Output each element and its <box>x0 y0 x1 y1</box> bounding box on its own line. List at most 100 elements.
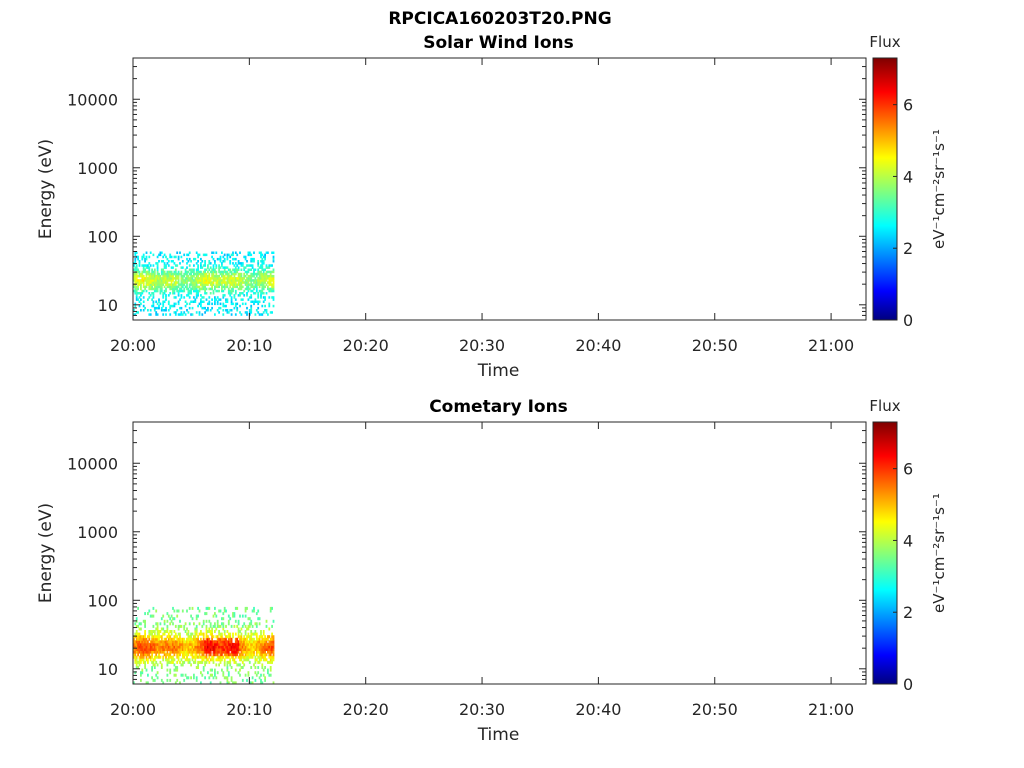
spectrogram-cell <box>180 624 183 628</box>
spectrogram-cell <box>204 279 206 282</box>
spectrogram-cell <box>260 283 262 286</box>
spectrogram-cell <box>173 630 176 633</box>
spectrogram-cell <box>251 642 254 646</box>
spectrogram-cell <box>149 264 152 267</box>
spectrogram-cell <box>135 658 138 662</box>
spectrogram-cell <box>247 653 250 657</box>
spectrogram-cell <box>163 630 166 633</box>
spectrogram-cell <box>179 251 181 254</box>
spectrogram-cell <box>229 294 232 297</box>
spectrogram-cell <box>247 624 250 628</box>
spectrogram-cell <box>156 272 159 276</box>
spectrogram-cell <box>142 637 145 641</box>
spectrogram-cell <box>141 668 144 672</box>
spectrogram-cell <box>208 274 211 278</box>
spectrogram-cell <box>202 645 205 649</box>
spectrogram-cell <box>257 300 260 303</box>
spectrogram-cell <box>155 300 158 303</box>
spectrogram-cell <box>265 619 268 623</box>
spectrogram-cell <box>212 676 215 680</box>
spectrogram-cell <box>135 287 138 291</box>
spectrogram-cell <box>145 658 148 662</box>
spectrogram-cell <box>272 648 275 651</box>
spectrogram-cell <box>186 294 188 297</box>
spectrogram-cell <box>211 658 213 662</box>
spectrogram-cell <box>205 650 208 654</box>
spectrogram-cell <box>174 311 177 314</box>
spectrogram-cell <box>152 281 155 284</box>
spectrogram-cell <box>208 272 211 276</box>
spectrogram-cell <box>246 640 248 644</box>
spectrogram-cell <box>149 285 152 289</box>
spectrogram-cell <box>223 632 226 636</box>
spectrogram-cell <box>149 274 152 278</box>
spectrogram-cell <box>187 676 190 680</box>
spectrogram-cell <box>234 285 237 289</box>
spectrogram-cell <box>166 658 169 662</box>
spectrogram-cell <box>269 609 272 613</box>
spectrogram-cell <box>152 663 155 667</box>
spectrogram-cell <box>204 281 206 284</box>
spectrogram-cell <box>218 266 220 269</box>
spectrogram-cell <box>162 658 165 662</box>
spectrogram-cell <box>234 289 237 293</box>
spectrogram-cell <box>187 640 190 644</box>
spectrogram-cell <box>265 640 268 644</box>
spectrogram-cell <box>148 287 151 291</box>
spectrogram-cell <box>160 277 163 280</box>
spectrogram-cell <box>194 648 197 651</box>
spectrogram-cell <box>183 645 186 649</box>
colorbar-tick-label: 4 <box>903 167 913 186</box>
spectrogram-cell <box>135 285 138 289</box>
spectrogram-cell <box>173 668 176 672</box>
spectrogram-cell <box>253 606 255 610</box>
spectrogram-cell <box>219 302 222 306</box>
spectrogram-cell <box>219 660 222 664</box>
spectrogram-cell <box>172 292 174 295</box>
spectrogram-cell <box>177 642 180 646</box>
spectrogram-cell <box>226 285 229 289</box>
spectrogram-cell <box>140 637 142 641</box>
spectrogram-cell <box>226 298 229 301</box>
spectrogram-cell <box>271 274 273 278</box>
spectrogram-cell <box>215 658 218 662</box>
spectrogram-cell <box>144 260 146 263</box>
spectrogram-cell <box>234 642 237 646</box>
spectrogram-cell <box>272 279 275 282</box>
spectrogram-cell <box>258 270 261 274</box>
spectrogram-cell <box>179 640 181 644</box>
spectrogram-cell <box>248 309 251 312</box>
spectrogram-cell <box>269 658 272 662</box>
spectrogram-cell <box>246 260 248 263</box>
spectrogram-cell <box>204 260 206 263</box>
spectrogram-cell <box>208 648 211 651</box>
spectrogram-cell <box>195 289 198 293</box>
spectrogram-cell <box>142 266 145 269</box>
spectrogram-cell <box>269 673 272 677</box>
spectrogram-cell <box>191 285 194 289</box>
spectrogram-cell <box>159 283 162 286</box>
spectrogram-cell <box>190 281 192 284</box>
spectrogram-cell <box>230 270 233 274</box>
spectrogram-cell <box>205 645 208 649</box>
spectrogram-cell <box>271 264 273 267</box>
spectrogram-cell <box>190 272 192 276</box>
spectrogram-cell <box>230 645 233 649</box>
spectrogram-cell <box>236 279 239 282</box>
spectrogram-cell <box>181 277 184 280</box>
spectrogram-cell <box>188 296 191 299</box>
spectrogram-cell <box>257 302 260 306</box>
spectrogram-cell <box>200 272 202 276</box>
spectrogram-cell <box>155 281 158 284</box>
spectrogram-cell <box>246 272 248 276</box>
spectrogram-cell <box>180 294 183 297</box>
spectrogram-cell <box>177 285 180 289</box>
spectrogram-cell <box>233 285 236 289</box>
spectrogram-cell <box>170 255 173 259</box>
spectrogram-cell <box>250 630 253 633</box>
spectrogram-cell <box>229 277 232 280</box>
spectrogram-cell <box>172 650 174 654</box>
spectrogram-cell <box>138 260 141 263</box>
spectrogram-cell <box>208 660 211 664</box>
spectrogram-cell <box>226 650 229 654</box>
